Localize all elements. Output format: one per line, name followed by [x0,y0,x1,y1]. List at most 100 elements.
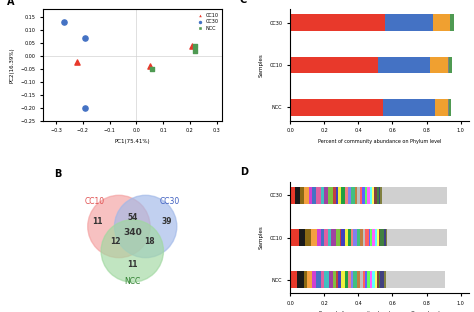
Circle shape [88,195,150,258]
X-axis label: PC1(75.41%): PC1(75.41%) [114,139,150,144]
Bar [369,229,370,246]
Bar [367,187,370,204]
Bar [449,99,451,116]
Text: D: D [240,167,248,177]
Bar [353,271,356,288]
Bar [372,271,375,288]
Bar [356,187,360,204]
Bar [348,187,352,204]
Bar [352,271,353,288]
Point [146,64,154,69]
Bar [336,271,338,288]
Bar [365,229,369,246]
Bar [341,187,345,204]
Bar [352,229,353,246]
Bar [377,271,379,288]
Bar [348,229,352,246]
Bar [290,229,299,246]
Bar [321,271,324,288]
Bar [375,229,377,246]
Bar [353,229,356,246]
Bar [360,187,362,204]
Bar [372,187,374,204]
Bar [307,271,312,288]
Text: A: A [7,0,14,7]
Bar [356,271,360,288]
Bar [310,229,317,246]
Bar [360,271,364,288]
Bar [355,187,356,204]
Point [191,48,199,53]
Bar [345,187,348,204]
Text: NCC: NCC [124,277,140,286]
Y-axis label: PC2(16.39%): PC2(16.39%) [9,47,15,83]
Bar [435,99,448,116]
Text: CC10: CC10 [84,197,104,206]
X-axis label: Percent of community abundance on Phylum level: Percent of community abundance on Phylum… [318,139,441,144]
Bar [305,229,310,246]
Bar [324,187,328,204]
Bar [324,229,328,246]
Bar [381,271,384,288]
Bar [382,187,447,204]
Bar [377,229,379,246]
Bar [290,271,297,288]
Bar [356,229,360,246]
Bar [345,229,348,246]
Bar [312,187,316,204]
Point [191,43,199,48]
Bar [316,187,321,204]
Bar [331,229,336,246]
Text: B: B [55,169,62,179]
Bar [370,229,372,246]
Bar [299,229,305,246]
Text: 340: 340 [123,228,142,237]
Text: 11: 11 [127,260,137,269]
Text: 18: 18 [144,237,155,246]
Point [82,35,89,40]
Bar [295,187,300,204]
Bar [338,271,341,288]
Bar [341,271,345,288]
Bar [362,187,365,204]
Text: 54: 54 [127,213,137,222]
X-axis label: Percent of community abundance on Genus level: Percent of community abundance on Genus … [319,311,440,312]
Bar [384,271,386,288]
Bar [352,187,355,204]
Bar [370,187,372,204]
Bar [317,229,321,246]
Circle shape [114,195,177,258]
Circle shape [101,220,164,282]
Bar [387,229,447,246]
Bar [328,187,333,204]
Y-axis label: Samples: Samples [259,53,264,77]
Bar [304,187,309,204]
Bar [379,187,381,204]
Bar [379,229,381,246]
Bar [304,271,307,288]
Point [73,60,81,65]
Y-axis label: Samples: Samples [259,226,264,250]
Bar [290,99,383,116]
Point [82,105,89,110]
Bar [365,187,367,204]
Bar [384,229,386,246]
Bar [375,271,377,288]
Bar [333,187,336,204]
Bar [367,271,370,288]
Point [148,66,156,71]
Bar [290,14,385,31]
Text: 39: 39 [162,217,172,226]
Point [60,20,68,25]
Bar [336,187,338,204]
Bar [374,187,377,204]
Bar [370,271,372,288]
Bar [449,56,452,73]
Bar [378,56,430,73]
Bar [365,271,367,288]
Bar [430,56,448,73]
Bar [360,229,364,246]
Bar [381,187,382,204]
Text: 12: 12 [110,237,121,246]
Bar [290,56,378,73]
